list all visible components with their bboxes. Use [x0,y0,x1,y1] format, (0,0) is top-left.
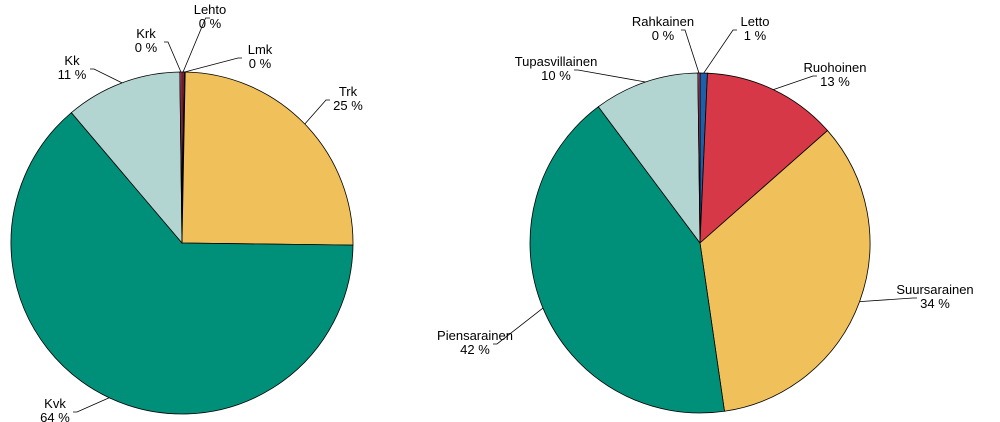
slice-value-label: 34 % [920,296,950,311]
slice-value-label: 1 % [744,28,767,43]
slice-label: Lmk [248,42,273,57]
pie-slice [70,71,183,245]
slice-value-label: 0 % [652,28,675,43]
slice-label: Lehto [194,2,227,17]
slice-label: Kk [64,53,80,68]
slice-label: Suursarainen [896,282,973,297]
slice-label: Tupasvillainen [515,54,598,69]
leader-line [703,29,737,74]
slice-label: Letto [741,14,770,29]
leader-line [773,75,817,91]
leader-line [574,69,646,83]
leader-line [859,297,917,302]
slice-label: Krk [136,26,156,41]
leader-line [182,17,210,73]
slice-value-label: 10 % [541,68,571,83]
slice-value-label: 42 % [460,342,490,357]
slice-value-label: 11 % [58,67,87,82]
pie-slice [697,72,701,244]
leader-line [73,397,110,413]
slice-value-label: 64 % [40,410,70,422]
leader-line [493,307,544,345]
pie-slice [597,72,701,245]
leader-line [164,41,182,73]
slice-value-label: 0 % [249,56,272,71]
pie-slice [181,71,354,246]
slice-label: Rahkainen [632,14,694,29]
slice-value-label: 0 % [135,40,158,55]
pie-slice [10,112,354,415]
slice-label: Ruohoinen [804,60,867,75]
slice-label: Trk [339,84,358,99]
slice-label: Piensarainen [437,328,513,343]
pie-slice [699,72,829,244]
leader-line [681,29,700,74]
slice-value-label: 0 % [199,16,222,31]
leader-line [90,68,123,84]
pie-slice [529,106,725,414]
leader-line [184,57,242,73]
slice-label: Kvk [44,396,66,411]
slice-value-label: 13 % [820,74,850,89]
leader-line [304,99,330,125]
slice-value-label: 25 % [333,98,363,113]
